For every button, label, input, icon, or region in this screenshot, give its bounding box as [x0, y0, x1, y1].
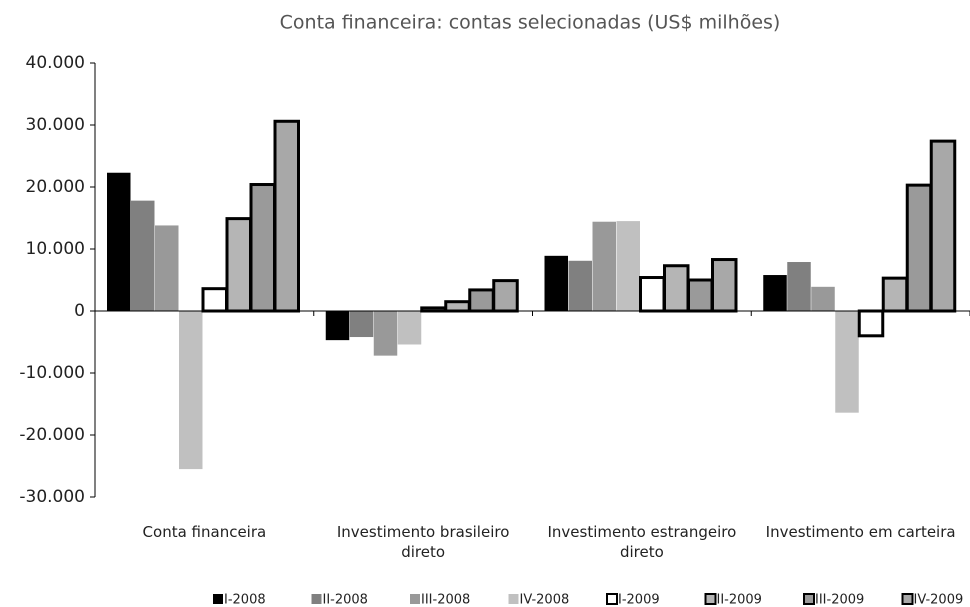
y-tick-label: 40.000 — [26, 53, 85, 73]
bar — [131, 200, 155, 311]
bar — [397, 311, 422, 345]
x-tick-label: Conta financeira — [142, 523, 267, 541]
bar — [544, 255, 568, 311]
bar — [711, 258, 738, 313]
bar — [349, 311, 374, 338]
bar — [616, 221, 640, 311]
bar — [468, 288, 495, 313]
bar — [225, 217, 252, 313]
legend-swatch — [606, 593, 618, 605]
bar — [155, 225, 179, 311]
bar — [811, 286, 835, 311]
x-tick-label: Investimento brasileiro direto — [336, 523, 510, 561]
bar — [444, 300, 471, 313]
bar — [857, 309, 885, 338]
legend-swatch — [213, 594, 223, 604]
legend-label: III-2008 — [421, 593, 470, 607]
x-tick-label: Investimento estrangeiro direto — [547, 523, 737, 561]
legend-label: III-2009 — [815, 593, 864, 607]
legend-swatch — [311, 594, 322, 604]
x-tick-label: Investimento em carteira — [765, 523, 956, 541]
bar — [273, 119, 300, 313]
bar — [179, 311, 203, 470]
bar — [492, 279, 519, 313]
legend-label: I-2008 — [224, 593, 266, 607]
bar — [568, 260, 592, 311]
bar — [763, 275, 787, 311]
chart-title: Conta financeira: contas selecionadas (U… — [280, 12, 781, 34]
legend-label: II-2009 — [717, 593, 762, 607]
bar — [929, 139, 957, 313]
legend-swatch — [803, 593, 815, 605]
y-tick-label: -30.000 — [19, 487, 85, 507]
bar — [787, 262, 811, 311]
bar — [249, 183, 276, 313]
legend-label: I-2009 — [618, 593, 660, 607]
y-tick-label: 10.000 — [26, 239, 85, 259]
bar — [201, 287, 228, 313]
legend-swatch — [410, 594, 420, 604]
bar — [639, 276, 666, 313]
legend-swatch — [508, 594, 519, 604]
bar — [373, 311, 398, 356]
bar — [687, 278, 714, 313]
legend-label: IV-2008 — [520, 593, 570, 607]
bar — [835, 311, 859, 413]
y-tick-label: -20.000 — [19, 425, 85, 445]
y-tick-label: 30.000 — [26, 115, 85, 135]
bar — [663, 264, 690, 313]
legend-label: IV-2009 — [914, 593, 964, 607]
y-tick-label: 20.000 — [26, 177, 85, 197]
bar — [107, 172, 131, 311]
legend-swatch — [901, 593, 914, 605]
legend-label: II-2008 — [323, 593, 368, 607]
y-tick-label: 0 — [74, 301, 85, 321]
bar — [592, 221, 616, 311]
bar — [881, 276, 909, 313]
y-tick-label: -10.000 — [19, 363, 85, 383]
legend-swatch — [704, 593, 717, 605]
bar — [905, 183, 933, 313]
bar — [325, 311, 350, 341]
